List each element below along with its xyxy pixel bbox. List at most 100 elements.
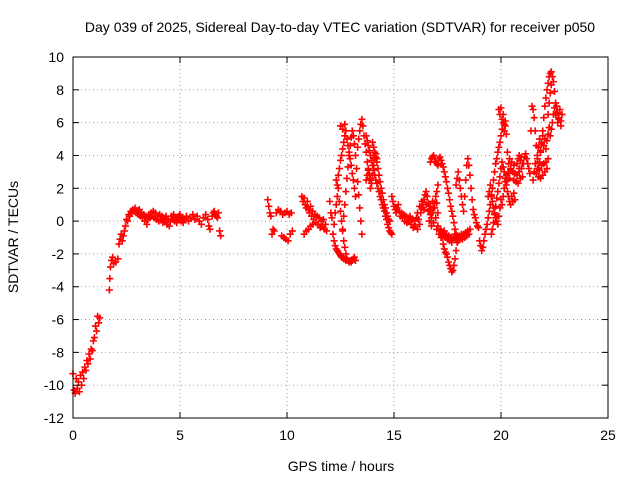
data-point: [269, 225, 277, 233]
data-point: [332, 176, 340, 184]
data-point: [445, 189, 453, 197]
data-point: [86, 355, 94, 363]
data-point: [375, 171, 383, 179]
data-point: [465, 161, 473, 169]
data-point: [331, 242, 339, 250]
data-point: [543, 137, 551, 145]
data-point: [205, 222, 213, 230]
data-point: [388, 192, 396, 200]
data-point: [543, 86, 551, 94]
data-point: [450, 219, 458, 227]
data-point: [480, 237, 488, 245]
data-point: [468, 196, 476, 204]
data-point: [487, 191, 495, 199]
data-point: [432, 214, 440, 222]
data-point: [370, 161, 378, 169]
data-point: [502, 130, 510, 138]
data-point: [84, 360, 92, 368]
y-tick-label: -4: [52, 279, 65, 295]
data-point: [331, 209, 339, 217]
data-point: [482, 225, 490, 233]
data-point: [106, 263, 114, 271]
data-point: [491, 168, 499, 176]
data-point: [529, 176, 537, 184]
data-point: [95, 319, 103, 327]
data-point: [356, 204, 364, 212]
data-point: [497, 104, 505, 112]
y-tick-label: -6: [52, 312, 65, 328]
data-point: [362, 132, 370, 140]
data-point: [358, 230, 366, 238]
data-point: [455, 176, 463, 184]
data-point: [495, 179, 503, 187]
y-tick-label: 6: [56, 115, 64, 131]
data-point: [502, 181, 510, 189]
data-point: [217, 232, 225, 240]
data-point: [523, 155, 531, 163]
data-point: [105, 286, 113, 294]
data-point: [215, 209, 223, 217]
data-point: [359, 122, 367, 130]
data-point: [438, 160, 446, 168]
data-point: [366, 184, 374, 192]
data-point: [488, 225, 496, 233]
data-point: [416, 220, 424, 228]
data-point: [307, 202, 315, 210]
data-point: [451, 255, 459, 263]
y-tick-label: -12: [44, 410, 64, 426]
data-point: [542, 94, 550, 102]
data-point: [341, 120, 349, 128]
data-point: [309, 220, 317, 228]
data-point: [461, 192, 469, 200]
data-point: [342, 250, 350, 258]
data-point: [439, 163, 447, 171]
data-point: [434, 161, 442, 169]
data-point: [501, 117, 509, 125]
data-point: [543, 165, 551, 173]
data-point: [447, 202, 455, 210]
data-point: [365, 147, 373, 155]
data-point: [449, 266, 457, 274]
data-point: [355, 135, 363, 143]
data-point: [485, 207, 493, 215]
data-point: [334, 184, 342, 192]
data-point: [486, 181, 494, 189]
data-point: [121, 222, 129, 230]
data-point: [430, 219, 438, 227]
data-point: [497, 132, 505, 140]
data-point: [339, 145, 347, 153]
data-point: [557, 122, 565, 130]
data-point: [498, 158, 506, 166]
data-point: [340, 138, 348, 146]
data-point: [449, 212, 457, 220]
data-point: [288, 227, 296, 235]
data-point: [495, 212, 503, 220]
axis-ticks: 0 5 10 15 20 25 -12 -10 -8 -6 -4 -2 0 2 4 6 8 10: [44, 49, 616, 443]
data-point: [74, 378, 82, 386]
data-point: [492, 160, 500, 168]
data-point: [75, 388, 83, 396]
data-point: [418, 197, 426, 205]
data-point: [456, 184, 464, 192]
plot-frame: [72, 56, 609, 419]
data-point: [264, 196, 272, 204]
y-tick-label: 8: [56, 82, 64, 98]
data-point: [434, 181, 442, 189]
data-point: [479, 243, 487, 251]
data-point: [422, 201, 430, 209]
data-point: [448, 238, 456, 246]
data-point: [452, 247, 460, 255]
data-point: [356, 127, 364, 135]
data-point: [503, 188, 511, 196]
data-point: [284, 237, 292, 245]
y-tick-label: -8: [52, 344, 65, 360]
data-point: [436, 153, 444, 161]
data-point: [526, 170, 534, 178]
data-point: [343, 135, 351, 143]
data-point: [499, 110, 507, 118]
data-point: [483, 220, 491, 228]
data-point: [377, 184, 385, 192]
data-point: [537, 147, 545, 155]
data-point: [372, 150, 380, 158]
data-point: [442, 250, 450, 258]
